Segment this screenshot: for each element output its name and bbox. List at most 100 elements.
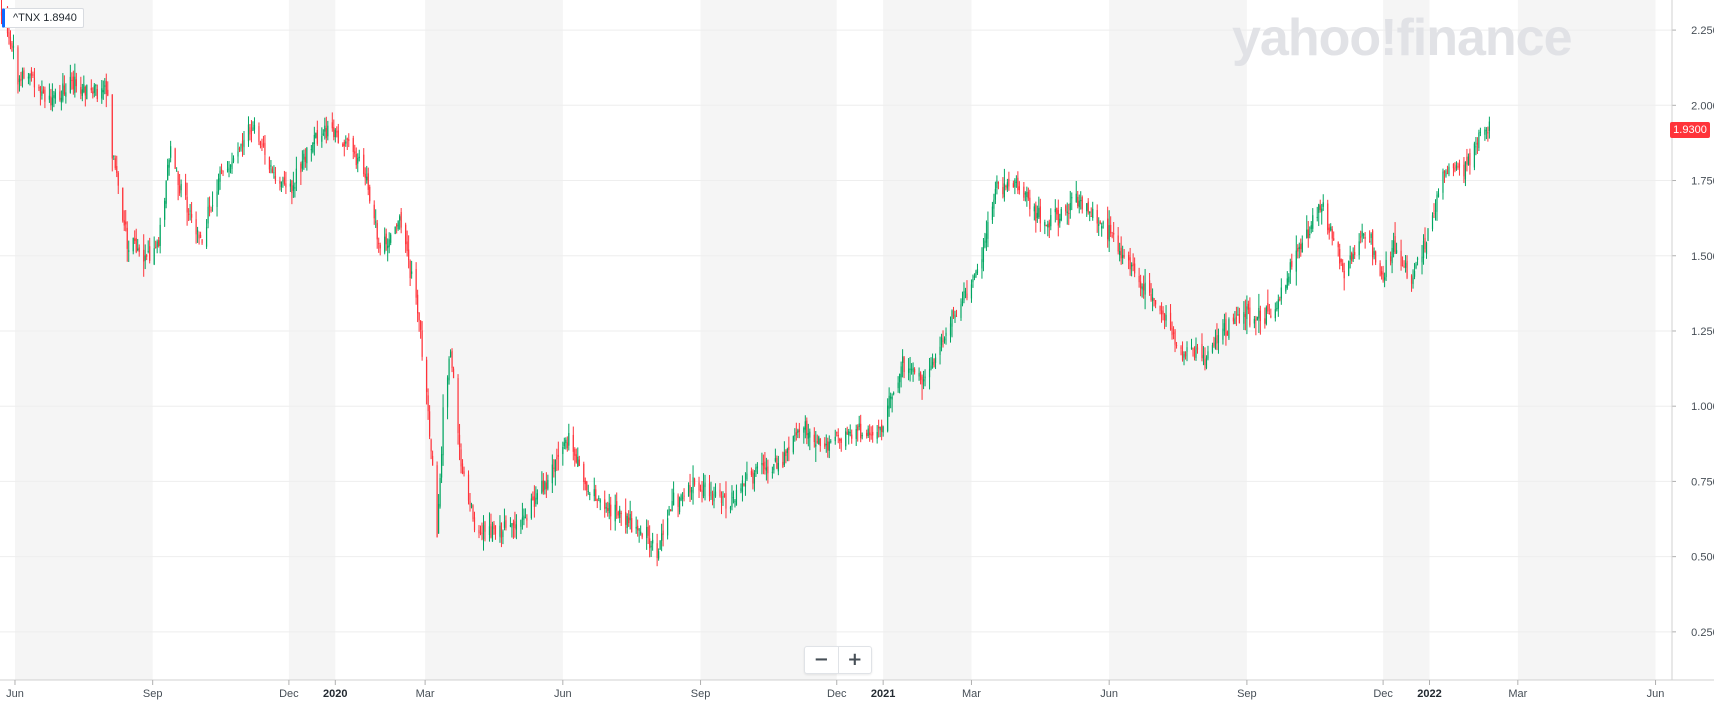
candle-body (384, 236, 386, 253)
candle-body (746, 473, 748, 480)
zoom-out-button[interactable]: − (813, 649, 829, 670)
candle-body (74, 76, 76, 93)
candle-body (1309, 234, 1311, 236)
candle-body (282, 180, 284, 182)
candle-body (553, 467, 555, 469)
candle-body (406, 241, 408, 252)
candle-body (1458, 163, 1461, 168)
candle-body (334, 129, 336, 138)
y-tick-label: 0.5000 (1691, 552, 1714, 564)
candle-body (128, 250, 130, 252)
candle-body (1264, 318, 1266, 324)
candle-body (346, 138, 348, 140)
candle-body (584, 480, 586, 485)
candle-body (845, 431, 847, 447)
candle-body (708, 483, 711, 497)
candle-body (996, 180, 998, 188)
candle-body (396, 224, 398, 227)
candle-body (1348, 261, 1350, 276)
candle-body (544, 481, 546, 490)
candle-body (1018, 186, 1020, 191)
candle-body (174, 148, 176, 169)
candle-body (431, 455, 434, 466)
candle-body (671, 501, 673, 512)
candle-body (364, 173, 366, 179)
candle-body (753, 473, 756, 484)
candle-body (981, 259, 983, 269)
zoom-in-button[interactable]: + (837, 647, 872, 673)
candle-body (198, 234, 200, 239)
candle-body (669, 510, 672, 512)
candle-body (394, 226, 396, 235)
candle-body (934, 357, 937, 363)
candle-body (891, 396, 893, 400)
candle-body (931, 361, 934, 365)
candle-body (599, 499, 601, 503)
candle-body (940, 337, 943, 346)
candle-body (521, 517, 524, 520)
candle-body (59, 91, 61, 100)
candle-body (51, 97, 53, 106)
candle-body (776, 457, 778, 469)
candle-body (1003, 183, 1005, 197)
candle-body (123, 220, 125, 226)
candle-body (551, 464, 553, 484)
candle-body (249, 127, 251, 135)
candle-body (1421, 256, 1423, 263)
candle-body (960, 304, 962, 318)
candle-body (1035, 204, 1037, 222)
ticker-label[interactable]: ^TNX 1.8940 (2, 8, 84, 28)
candle-body (520, 519, 522, 527)
candle-body (195, 219, 197, 235)
candle-body (782, 461, 784, 467)
candle-body (893, 392, 895, 395)
candle-body (993, 199, 995, 209)
candle-body (596, 499, 598, 501)
candle-body (1123, 255, 1125, 257)
candle-body (541, 480, 543, 494)
candle-body (1333, 238, 1335, 241)
candle-body (839, 438, 841, 441)
candle-body (63, 85, 65, 95)
candle-body (1379, 263, 1381, 276)
candle-body (138, 247, 140, 252)
grid-lines (0, 29, 1672, 633)
candle-body (442, 407, 444, 456)
candle-body (488, 526, 491, 535)
candle-body (858, 423, 860, 428)
candle-body (629, 513, 631, 521)
candle-body (890, 396, 892, 399)
candle-body (1029, 197, 1031, 210)
candle-body (420, 320, 422, 330)
x-tick-label: Mar (416, 688, 435, 700)
candle-body (292, 185, 294, 191)
candle-body (54, 92, 56, 99)
candle-body (1289, 262, 1291, 273)
month-band (425, 0, 563, 680)
candle-body (1328, 227, 1330, 233)
candle-body (690, 490, 693, 492)
candle-body (1291, 261, 1293, 267)
candle-body (1057, 209, 1059, 226)
candle-body (62, 83, 64, 101)
candle-body (693, 478, 696, 485)
candle-body (388, 239, 390, 247)
x-tick-label: Dec (279, 688, 299, 700)
candle-body (1298, 246, 1300, 249)
candle-body (1033, 206, 1035, 212)
candle-body (461, 463, 464, 474)
candle-body (1184, 352, 1187, 357)
candle-body (440, 454, 443, 478)
candle-body (1382, 272, 1384, 281)
candle-body (1186, 347, 1188, 352)
candle-body (306, 147, 308, 164)
candle-body (1351, 253, 1353, 261)
candle-body (1110, 224, 1112, 234)
candle-body (1140, 281, 1142, 289)
candle-body (872, 431, 874, 436)
candle-body (1169, 312, 1172, 330)
candle-body (472, 505, 474, 519)
candle-body (75, 79, 77, 87)
